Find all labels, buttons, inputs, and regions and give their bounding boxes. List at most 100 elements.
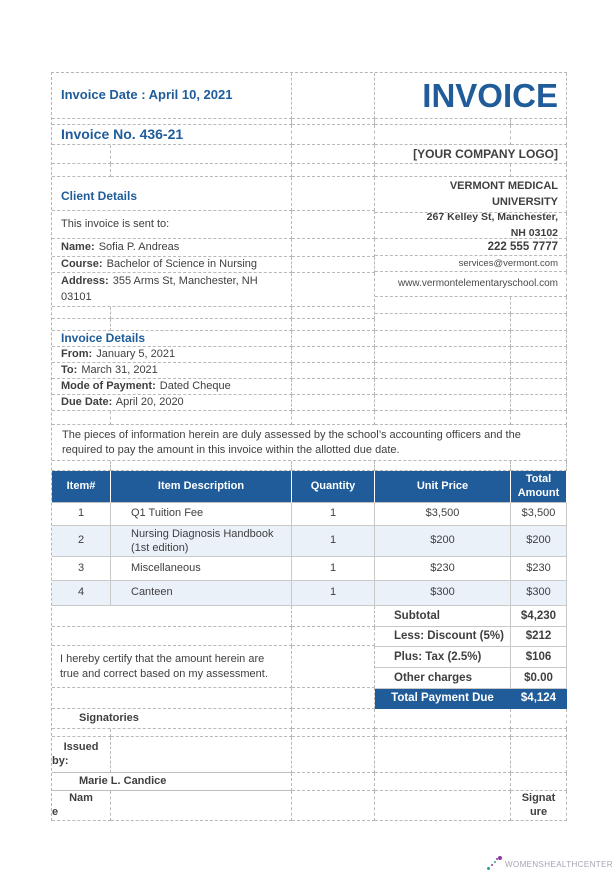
client-name-row: Name: Sofia P. Andreas (52, 239, 292, 257)
spacer-row (52, 119, 567, 125)
col-header-description: Item Description (111, 471, 292, 503)
empty-cell (52, 145, 111, 164)
empty-cell (292, 125, 375, 145)
from-label: From: (61, 347, 93, 360)
empty-cell (52, 461, 111, 471)
sent-to-label: This invoice is sent to: (52, 211, 292, 239)
table-row: 1 Q1 Tuition Fee 1 $3,500 $3,500 (52, 503, 567, 526)
col-header-unit-price: Unit Price (375, 471, 511, 503)
item-total: $3,500 (511, 503, 567, 526)
empty-cell (375, 709, 511, 729)
empty-cell (292, 773, 375, 791)
empty-cell (511, 395, 567, 411)
totals-section: I hereby certify that the amount herein … (52, 606, 567, 709)
company-address: 267 Kelley St, Manchester, NH 03102 (375, 213, 567, 239)
empty-cell (375, 164, 511, 177)
empty-cell (511, 729, 567, 737)
empty-cell (292, 145, 375, 164)
footer-logo-text: WOMENSHEALTHCENTER (505, 859, 613, 869)
empty-cell (375, 363, 511, 379)
item-number: 2 (52, 526, 111, 557)
empty-cell (111, 164, 292, 177)
empty-cell (292, 211, 375, 239)
empty-cell (375, 347, 511, 363)
empty-cell (511, 119, 567, 125)
empty-cell (511, 125, 567, 145)
payment-mode-label: Mode of Payment: (61, 379, 156, 392)
header-row: Invoice Date : April 10, 2021 INVOICE (52, 73, 567, 119)
empty-cell (52, 119, 292, 125)
invoice-details-title: Invoice Details (52, 331, 292, 347)
empty-cell (292, 606, 375, 627)
client-address-row: Address: 355 Arms St, Manchester, NH 031… (52, 273, 292, 307)
empty-cell (111, 461, 292, 471)
table-row: 2 Nursing Diagnosis Handbook (1st editio… (52, 526, 567, 557)
subtotal-value: $4,230 (511, 606, 567, 627)
empty-cell (292, 379, 375, 395)
item-total: $300 (511, 581, 567, 606)
empty-cell (292, 307, 375, 319)
empty-cell (375, 119, 511, 125)
client-details-title: Client Details (52, 177, 292, 211)
certification-column: I hereby certify that the amount herein … (52, 606, 375, 709)
empty-cell (111, 791, 292, 821)
empty-cell (292, 164, 375, 177)
issued-by-line1: Issued (63, 740, 99, 753)
empty-cell (511, 379, 567, 395)
item-unit-price: $3,500 (375, 503, 511, 526)
empty-cell (52, 411, 111, 425)
items-table-header: Item# Item Description Quantity Unit Pri… (52, 471, 567, 503)
empty-cell (511, 164, 567, 177)
empty-cell (52, 319, 111, 331)
issuer-name-row: Marie L. Candice (52, 773, 567, 791)
empty-cell (292, 461, 375, 471)
issued-by-row: Issued by: (52, 737, 567, 773)
empty-cell (292, 177, 375, 211)
empty-cell (511, 363, 567, 379)
spacer-row (52, 411, 567, 425)
logo-row: [YOUR COMPANY LOGO] (52, 145, 567, 164)
company-phone: 222 555 7777 (375, 239, 567, 256)
item-total: $200 (511, 526, 567, 557)
due-date-value: April 20, 2020 (115, 395, 184, 408)
empty-cell (375, 773, 511, 791)
spacer-row (52, 164, 567, 177)
empty-cell (511, 411, 567, 425)
empty-cell (111, 319, 292, 331)
name-label-line1: Nam (69, 791, 93, 804)
tax-value: $106 (511, 647, 567, 668)
invoice-from-cell: From: January 5, 2021 (52, 347, 292, 363)
item-unit-price: $200 (375, 526, 511, 557)
company-website: www.vermontelementaryschool.com (375, 272, 567, 297)
name-signature-row: Nam e Signat ure (52, 791, 567, 821)
empty-cell (52, 729, 111, 737)
empty-cell (511, 737, 567, 773)
item-unit-price: $300 (375, 581, 511, 606)
invoice-sheet: Invoice Date : April 10, 2021 INVOICE In… (51, 72, 567, 821)
issued-by-signature-space (111, 737, 292, 773)
invoice-due-row: Due Date: April 20, 2020 (52, 395, 567, 411)
empty-cell (292, 395, 375, 411)
signatories-row: Signatories (52, 709, 567, 729)
client-course-label: Course: (61, 257, 103, 270)
col-header-item: Item# (52, 471, 111, 503)
empty-cell (52, 627, 292, 646)
empty-cell (292, 347, 375, 363)
invoice-number: Invoice No. 436-21 (52, 125, 292, 145)
empty-cell (292, 119, 375, 125)
issued-by-line2: by: (52, 754, 69, 767)
client-name-value: Sofia P. Andreas (98, 240, 180, 253)
client-course-value: Bachelor of Science in Nursing (106, 257, 258, 270)
empty-cell (375, 395, 511, 411)
totals-column: Subtotal $4,230 Less: Discount (5%) $212… (375, 606, 567, 709)
invoice-title: INVOICE (375, 73, 567, 119)
client-company-section: Client Details This invoice is sent to: … (52, 177, 567, 331)
empty-cell (52, 606, 292, 627)
empty-cell (292, 257, 375, 273)
discount-label: Less: Discount (5%) (375, 627, 511, 647)
empty-cell (292, 646, 375, 688)
col-header-total: Total Amount (511, 471, 567, 503)
item-description: Nursing Diagnosis Handbook (1st edition) (111, 526, 292, 557)
client-address-value: 355 Arms St, Manchester, NH 03101 (61, 274, 258, 303)
